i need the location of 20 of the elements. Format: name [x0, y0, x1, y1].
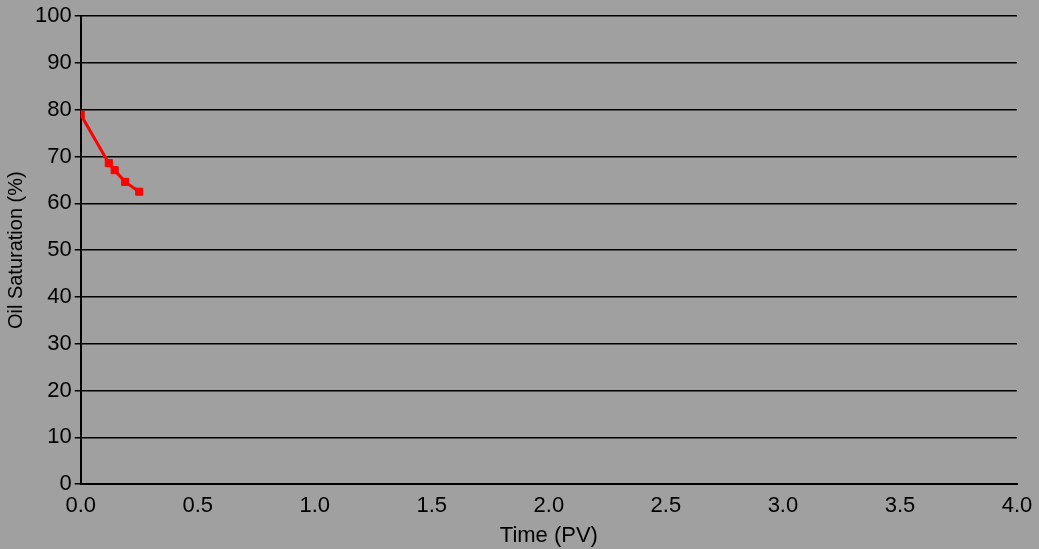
y-tick-label: 90: [47, 49, 72, 75]
y-tick-label: 70: [47, 142, 72, 168]
x-tick-label: 0.5: [182, 492, 214, 518]
x-axis-title: Time (PV): [499, 521, 598, 547]
y-tick-label: 20: [47, 376, 72, 402]
x-tick-label: 1.5: [416, 492, 448, 518]
x-tick-label: 4.0: [1001, 492, 1033, 518]
x-tick-label: 2.5: [650, 492, 682, 518]
y-tick-label: 100: [34, 2, 72, 28]
x-tick-label: 2.0: [533, 492, 565, 518]
y-tick-label: 30: [47, 329, 72, 355]
x-tick-label: 3.5: [884, 492, 916, 518]
y-tick-label: 60: [47, 189, 72, 215]
x-tick-label: 1.0: [299, 492, 331, 518]
x-tick-label: 3.0: [767, 492, 799, 518]
y-tick-label: 40: [47, 283, 72, 309]
y-tick-label: 10: [47, 423, 72, 449]
y-axis-title: Oil Saturation (%): [3, 171, 26, 330]
y-tick-label: 50: [47, 236, 72, 262]
y-tick-label: 80: [47, 95, 72, 121]
